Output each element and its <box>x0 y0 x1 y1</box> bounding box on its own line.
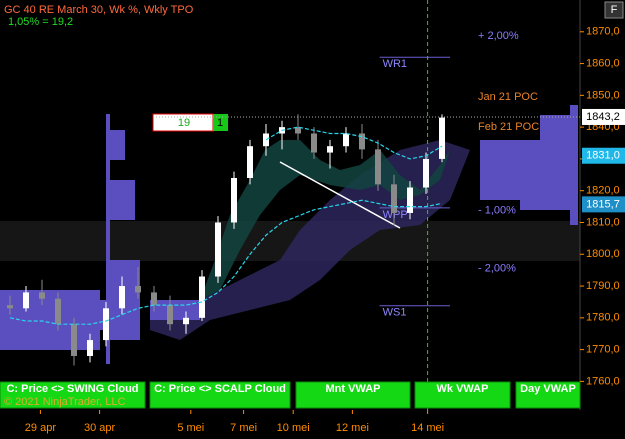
x-tick-label: 14 mei <box>411 422 444 434</box>
y-tick-label: 1850,0 <box>586 89 620 101</box>
poc-label: Feb 21 POC <box>478 121 539 133</box>
candle-body <box>135 286 141 293</box>
counter-box <box>213 114 228 131</box>
y-tick-label: 1840,0 <box>586 121 620 133</box>
x-tick-label: 10 mei <box>277 422 310 434</box>
candle-body <box>311 133 317 153</box>
price-marker <box>582 147 625 164</box>
y-tick-label: 1820,0 <box>586 185 620 197</box>
candle-body <box>247 146 253 178</box>
candle-body <box>231 177 237 223</box>
chart-title: GC 40 RE March 30, Wk %, Wkly TPO <box>4 4 194 16</box>
x-tick-label: 29 apr <box>25 422 57 434</box>
candle-body <box>167 305 173 325</box>
y-tick-label: 1770,0 <box>586 344 620 356</box>
candle-body <box>103 308 109 341</box>
candle-body <box>119 286 125 309</box>
pivot-label: WR1 <box>383 58 407 70</box>
candle-body <box>151 292 157 306</box>
x-tick-label: 12 mei <box>336 422 369 434</box>
vwap-line <box>9 199 443 325</box>
price-marker-label: 1843,2 <box>586 111 620 123</box>
y-tick-label: 1780,0 <box>586 312 620 324</box>
toolbar-button-label[interactable]: Day VWAP <box>520 383 576 395</box>
y-tick-label: 1810,0 <box>586 216 620 228</box>
candle-body <box>359 133 365 150</box>
x-tick-label: 5 mei <box>177 422 204 434</box>
scalp-cloud <box>200 140 450 300</box>
toolbar-button-label[interactable]: C: Price <> SCALP Cloud <box>154 383 286 395</box>
y-tick-label: 1790,0 <box>586 280 620 292</box>
percent-label: - 1,00% <box>478 205 516 217</box>
price-marker <box>582 196 625 213</box>
candle-body <box>423 158 429 188</box>
candle-body <box>71 324 77 356</box>
candle-body <box>439 117 445 159</box>
vwap-line <box>265 126 443 160</box>
candle-body <box>183 317 189 325</box>
x-tick-label: 30 apr <box>84 422 116 434</box>
volume-profile <box>0 105 578 364</box>
price-marker-label: 1815,7 <box>586 198 620 210</box>
candle-body <box>7 305 13 309</box>
counter-value: 1 <box>217 117 223 129</box>
poc-label: Jan 21 POC <box>478 91 538 103</box>
toolbar-button[interactable] <box>414 381 511 409</box>
percent-label: - 2,00% <box>478 262 516 274</box>
pivot-label: WPP <box>383 209 408 221</box>
candle-body <box>391 184 397 213</box>
candle-body <box>343 133 349 147</box>
toolbar-button[interactable] <box>515 381 581 409</box>
x-tick-label: 7 mei <box>230 422 257 434</box>
candle-body <box>215 222 221 277</box>
y-tick-label: 1800,0 <box>586 248 620 260</box>
candle-body <box>327 146 333 153</box>
candle-body <box>263 133 269 147</box>
pivot-label: WS1 <box>383 307 407 319</box>
counter-value: 19 <box>178 117 190 129</box>
corner-button[interactable] <box>604 1 624 19</box>
toolbar-button-label[interactable]: Mnt VWAP <box>326 383 381 395</box>
candle-body <box>87 340 93 356</box>
price-marker <box>582 108 625 125</box>
y-tick-label: 1860,0 <box>586 57 620 69</box>
toolbar-button[interactable] <box>149 381 291 409</box>
percent-label: + 2,00% <box>478 30 519 42</box>
y-tick-label: 1870,0 <box>586 26 620 38</box>
toolbar-button[interactable] <box>0 381 146 409</box>
candle-body <box>375 149 381 185</box>
chart-subtitle: 1,05% = 19,2 <box>8 16 73 28</box>
candle-body <box>55 298 61 325</box>
corner-button-label[interactable]: F <box>611 4 618 16</box>
candle-body <box>39 292 45 299</box>
y-tick-label: 1760,0 <box>586 375 620 387</box>
trend-line <box>279 161 401 229</box>
candle-body <box>23 292 29 309</box>
candle-body <box>407 187 413 213</box>
price-marker-label: 1831,0 <box>586 150 620 162</box>
counter: 19 1 <box>152 113 228 132</box>
candle-body <box>199 276 205 318</box>
candle-body <box>295 127 301 134</box>
toolbar-button-label[interactable]: C: Price <> SWING Cloud <box>6 383 138 395</box>
toolbar-button[interactable] <box>295 381 411 409</box>
toolbar-button-label[interactable]: Wk VWAP <box>437 383 489 395</box>
copyright: © 2021 NinjaTrader, LLC <box>4 396 125 408</box>
